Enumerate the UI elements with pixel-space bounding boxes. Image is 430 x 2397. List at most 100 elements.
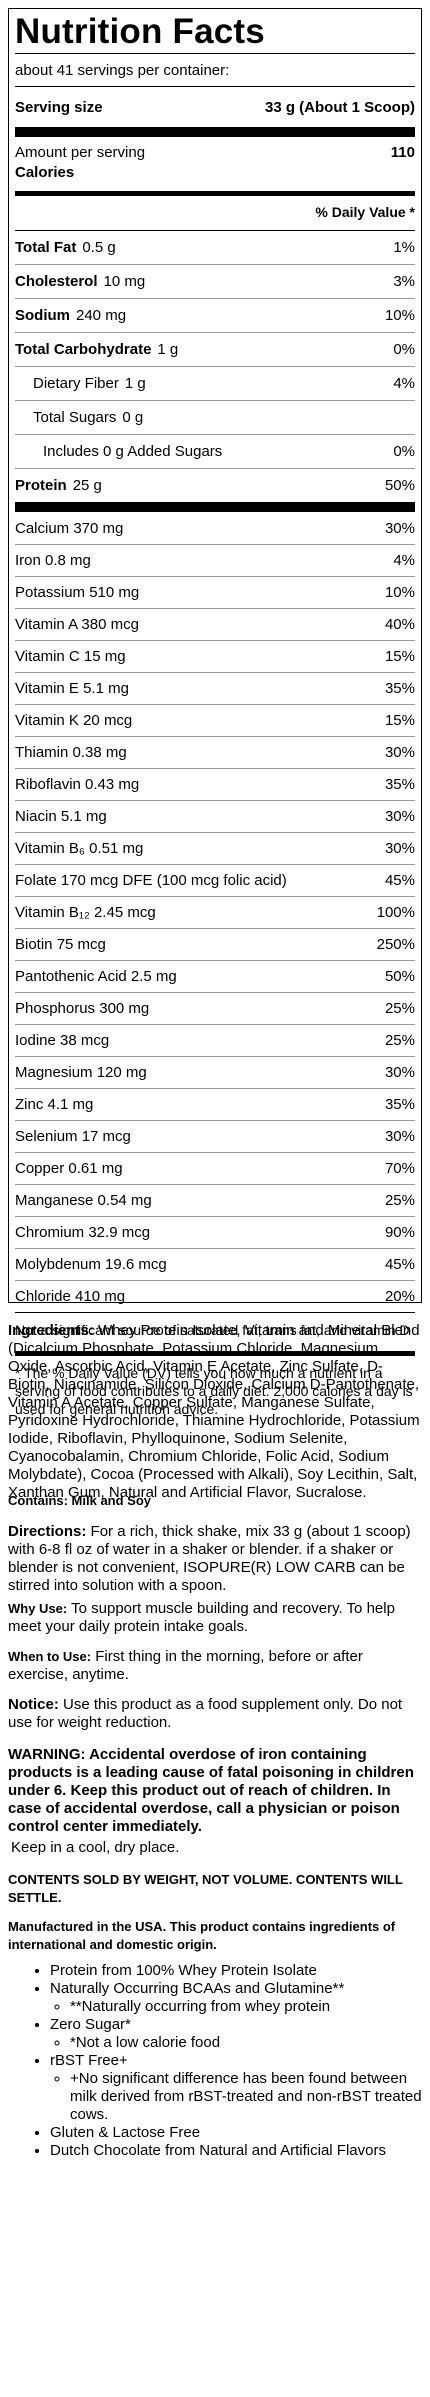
- micronutrient-name: Riboflavin 0.43 mg: [15, 776, 140, 793]
- feature-item: Protein from 100% Whey Protein Isolate: [50, 1962, 422, 1980]
- nutrient-amount: 10 mg: [103, 273, 146, 290]
- product-features: Protein from 100% Whey Protein IsolateNa…: [28, 1962, 422, 2160]
- nutrient-amount: 1 g: [124, 375, 146, 392]
- micronutrient-daily-value: 25%: [384, 1032, 415, 1049]
- feature-text: Protein from 100% Whey Protein Isolate: [50, 1962, 317, 1979]
- feature-item: Dutch Chocolate from Natural and Artific…: [50, 2142, 422, 2160]
- micronutrient-name: Zinc 4.1 mg: [15, 1096, 94, 1113]
- micronutrient-row: Niacin 5.1 mg 30%: [15, 800, 415, 832]
- micronutrient-name: Molybdenum 19.6 mcg: [15, 1256, 167, 1273]
- nutrient-daily-value: 3%: [393, 273, 415, 290]
- micronutrient-name: Pantothenic Acid 2.5 mg: [15, 968, 177, 985]
- nutrient-name: Dietary Fiber: [33, 375, 119, 392]
- not-significant-note: Not a significant source of saturated fa…: [15, 1322, 410, 1338]
- feature-item: Zero Sugar**Not a low calorie food: [50, 2016, 422, 2052]
- nutrition-facts-label: Nutrition Facts about 41 servings per co…: [8, 8, 422, 1417]
- divider: [15, 1312, 415, 1313]
- micronutrient-daily-value: 35%: [384, 680, 415, 697]
- micronutrient-name: Iodine 38 mcg: [15, 1032, 110, 1049]
- feature-text: Gluten & Lactose Free: [50, 2124, 201, 2141]
- micronutrient-daily-value: 30%: [384, 808, 415, 825]
- micronutrient-name: Folate 170 mcg DFE (100 mcg folic acid): [15, 872, 287, 889]
- feature-text: Naturally Occurring BCAAs and Glutamine*…: [50, 1980, 345, 1997]
- nutrient-amount: 25 g: [72, 477, 102, 494]
- micronutrient-daily-value: 250%: [376, 936, 415, 953]
- micronutrient-name: Chloride 410 mg: [15, 1288, 126, 1305]
- feature-item: Naturally Occurring BCAAs and Glutamine*…: [50, 1980, 422, 2016]
- micronutrient-row: Calcium 370 mg 30%: [15, 512, 415, 544]
- micronutrient-name: Vitamin C 15 mg: [15, 648, 126, 665]
- micronutrient-row: Vitamin C 15 mg 15%: [15, 640, 415, 672]
- micronutrient-row: Vitamin B₆ 0.51 mg 30%: [15, 832, 415, 864]
- notice-section: Notice: Use this product as a food suppl…: [8, 1696, 422, 1732]
- micronutrient-row: Phosphorus 300 mg 25%: [15, 992, 415, 1024]
- iron-warning: WARNING: Accidental overdose of iron con…: [8, 1746, 414, 1835]
- medium-divider: [15, 1351, 415, 1356]
- daily-value-footnote: * The % Daily Value (DV) tells you how m…: [15, 1365, 413, 1417]
- nutrient-amount: 1 g: [157, 341, 179, 358]
- micronutrient-name: Chromium 32.9 mcg: [15, 1224, 151, 1241]
- nutrient-name-amount: Dietary Fiber 1 g: [33, 375, 146, 392]
- micronutrient-daily-value: 4%: [393, 552, 415, 569]
- notice-text: Use this product as a food supplement on…: [8, 1696, 403, 1731]
- micronutrient-daily-value: 50%: [384, 968, 415, 985]
- divider: [15, 230, 415, 231]
- nutrient-row: Includes 0 g Added Sugars 0%: [15, 434, 415, 468]
- why-use-section: Why Use: To support muscle building and …: [8, 1600, 422, 1636]
- when-to-use-text: First thing in the morning, before or af…: [8, 1648, 363, 1683]
- micronutrient-daily-value: 15%: [384, 648, 415, 665]
- feature-subitem: +No significant difference has been foun…: [70, 2070, 422, 2124]
- directions-label: Directions:: [8, 1523, 87, 1540]
- nutrient-name-amount: Total Fat 0.5 g: [15, 239, 116, 256]
- serving-size-value: 33 g (About 1 Scoop): [265, 99, 415, 116]
- thick-divider: [15, 502, 415, 512]
- nutrient-row: Total Fat 0.5 g 1%: [15, 231, 415, 264]
- micronutrient-daily-value: 40%: [384, 616, 415, 633]
- micronutrient-row: Vitamin B₁₂ 2.45 mcg 100%: [15, 896, 415, 928]
- micronutrient-name: Vitamin K 20 mcg: [15, 712, 133, 729]
- amount-per-serving-label: Amount per serving: [15, 144, 146, 161]
- feature-sublist: **Naturally occurring from whey protein: [50, 1998, 422, 2016]
- calories-label: Calories: [15, 164, 75, 181]
- nutrient-name: Includes 0 g Added Sugars: [43, 443, 223, 460]
- micronutrient-name: Manganese 0.54 mg: [15, 1192, 152, 1209]
- nutrient-row: Total Sugars 0 g: [15, 400, 415, 434]
- nutrient-row: Total Carbohydrate 1 g 0%: [15, 332, 415, 366]
- micronutrient-name: Copper 0.61 mg: [15, 1160, 123, 1177]
- storage-instructions: Keep in a cool, dry place.: [11, 1839, 180, 1856]
- why-use-label: Why Use:: [8, 1601, 68, 1616]
- nutrient-daily-value: 0%: [393, 341, 415, 358]
- micronutrient-name: Magnesium 120 mg: [15, 1064, 147, 1081]
- micronutrient-row: Chloride 410 mg 20%: [15, 1280, 415, 1312]
- micronutrient-name: Vitamin E 5.1 mg: [15, 680, 129, 697]
- directions-section: Directions: For a rich, thick shake, mix…: [8, 1523, 422, 1595]
- calories-value: 110: [390, 144, 415, 161]
- nutrient-amount: 0 g: [122, 409, 144, 426]
- nutrient-daily-value: 10%: [384, 307, 415, 324]
- nutrient-amount: 240 mg: [76, 307, 127, 324]
- sold-by-weight-notice: CONTENTS SOLD BY WEIGHT, NOT VOLUME. CON…: [8, 1872, 403, 1905]
- micronutrient-row: Vitamin K 20 mcg 15%: [15, 704, 415, 736]
- micronutrient-daily-value: 25%: [384, 1000, 415, 1017]
- nutrient-daily-value: 50%: [384, 477, 415, 494]
- serving-size-label: Serving size: [15, 99, 103, 116]
- micronutrient-row: Copper 0.61 mg 70%: [15, 1152, 415, 1184]
- feature-sublist: *Not a low calorie food: [50, 2034, 422, 2052]
- feature-text: Zero Sugar*: [50, 2016, 131, 2033]
- serving-size-row: Serving size 33 g (About 1 Scoop): [15, 86, 415, 127]
- nutrient-name: Protein: [15, 477, 67, 494]
- micronutrient-daily-value: 90%: [384, 1224, 415, 1241]
- micronutrient-row: Chromium 32.9 mcg 90%: [15, 1216, 415, 1248]
- micronutrient-row: Biotin 75 mcg 250%: [15, 928, 415, 960]
- feature-sublist: +No significant difference has been foun…: [50, 2070, 422, 2124]
- directions-text: For a rich, thick shake, mix 33 g (about…: [8, 1523, 411, 1594]
- feature-subitem: *Not a low calorie food: [70, 2034, 422, 2052]
- micronutrient-row: Iron 0.8 mg 4%: [15, 544, 415, 576]
- ingredients-label: Ingredients:: [8, 1322, 94, 1339]
- micronutrient-name: Phosphorus 300 mg: [15, 1000, 150, 1017]
- feature-list: Protein from 100% Whey Protein IsolateNa…: [28, 1962, 422, 2160]
- micronutrient-row: Magnesium 120 mg 30%: [15, 1056, 415, 1088]
- micronutrient-daily-value: 30%: [384, 744, 415, 761]
- micronutrient-daily-value: 30%: [384, 1064, 415, 1081]
- manufacturing-origin: Manufactured in the USA. This product co…: [8, 1919, 396, 1952]
